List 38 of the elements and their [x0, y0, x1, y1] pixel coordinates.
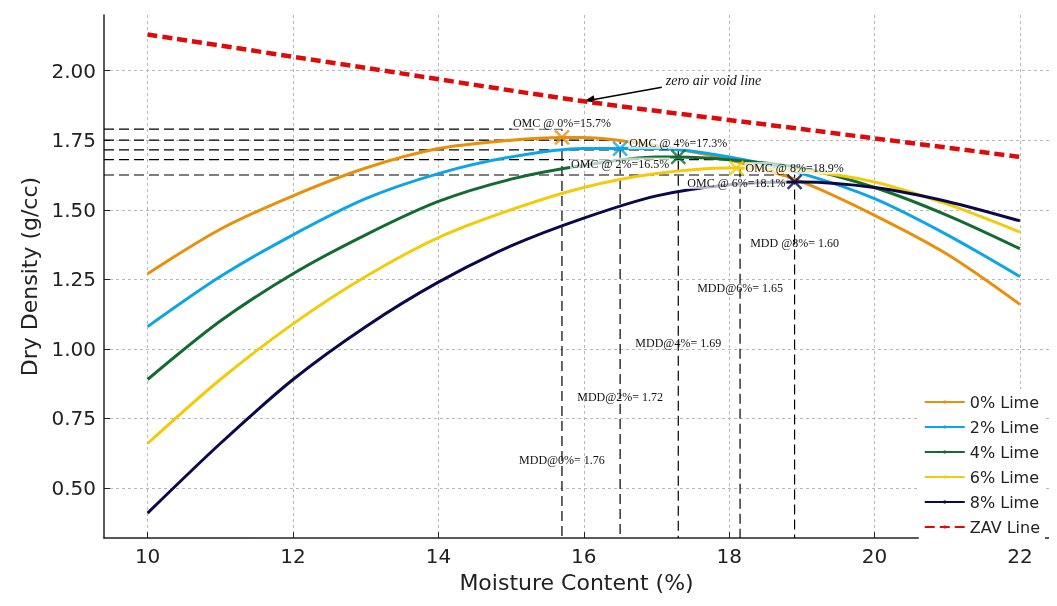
legend-label: 4% Lime: [969, 442, 1040, 462]
y-tick-label: 0.75: [51, 406, 96, 431]
annotation: OMC @ 6%=18.1%: [687, 176, 786, 191]
y-tick-label: 1.75: [51, 128, 96, 153]
x-tick-label: 18: [716, 544, 742, 569]
y-tick-label: 1.50: [51, 197, 96, 222]
x-tick-label: 14: [425, 544, 452, 569]
point: [553, 129, 571, 146]
legend-label: 0% Lime: [969, 392, 1040, 412]
annotation: OMC @ 8%=18.9%: [745, 160, 844, 175]
annotation: MDD @8%= 1.60: [750, 236, 839, 251]
legend-label: 6% Lime: [969, 467, 1040, 487]
annotation: OMC @ 4%=17.3%: [629, 135, 728, 150]
annotation: OMC @ 0%=15.7%: [512, 116, 612, 131]
point: [728, 159, 745, 177]
annotation: MDD@6%= 1.65: [697, 280, 783, 295]
point: [611, 140, 629, 157]
x-tick-label: 20: [861, 544, 888, 569]
legend-label: ZAV Line: [969, 517, 1041, 537]
x-tick-label: 12: [280, 544, 306, 569]
point: [670, 148, 687, 166]
x-tick-label: 22: [1007, 544, 1033, 569]
x-tick-label: 10: [134, 544, 161, 569]
legend-label: 8% Lime: [969, 492, 1040, 512]
annotation: zero air void line: [664, 72, 762, 88]
y-tick-label: 1.25: [51, 267, 96, 292]
legend-label: 2% Lime: [969, 417, 1040, 437]
y-tick-label: 1.00: [51, 336, 96, 361]
y-tick-label: 0.50: [51, 476, 96, 501]
annotation: MDD@0%= 1.76: [519, 453, 605, 468]
x-tick-label: 16: [571, 544, 597, 569]
annotation: MDD@2%= 1.72: [577, 390, 664, 405]
point: [786, 173, 803, 191]
annotation: MDD@4%= 1.69: [635, 336, 722, 351]
y-axis-title: Dry Density (g/cc): [17, 176, 43, 377]
x-axis-title: Moisture Content (%): [459, 569, 694, 595]
y-tick-label: 2.00: [51, 58, 96, 83]
annotation: OMC @ 2%=16.5%: [571, 156, 670, 171]
